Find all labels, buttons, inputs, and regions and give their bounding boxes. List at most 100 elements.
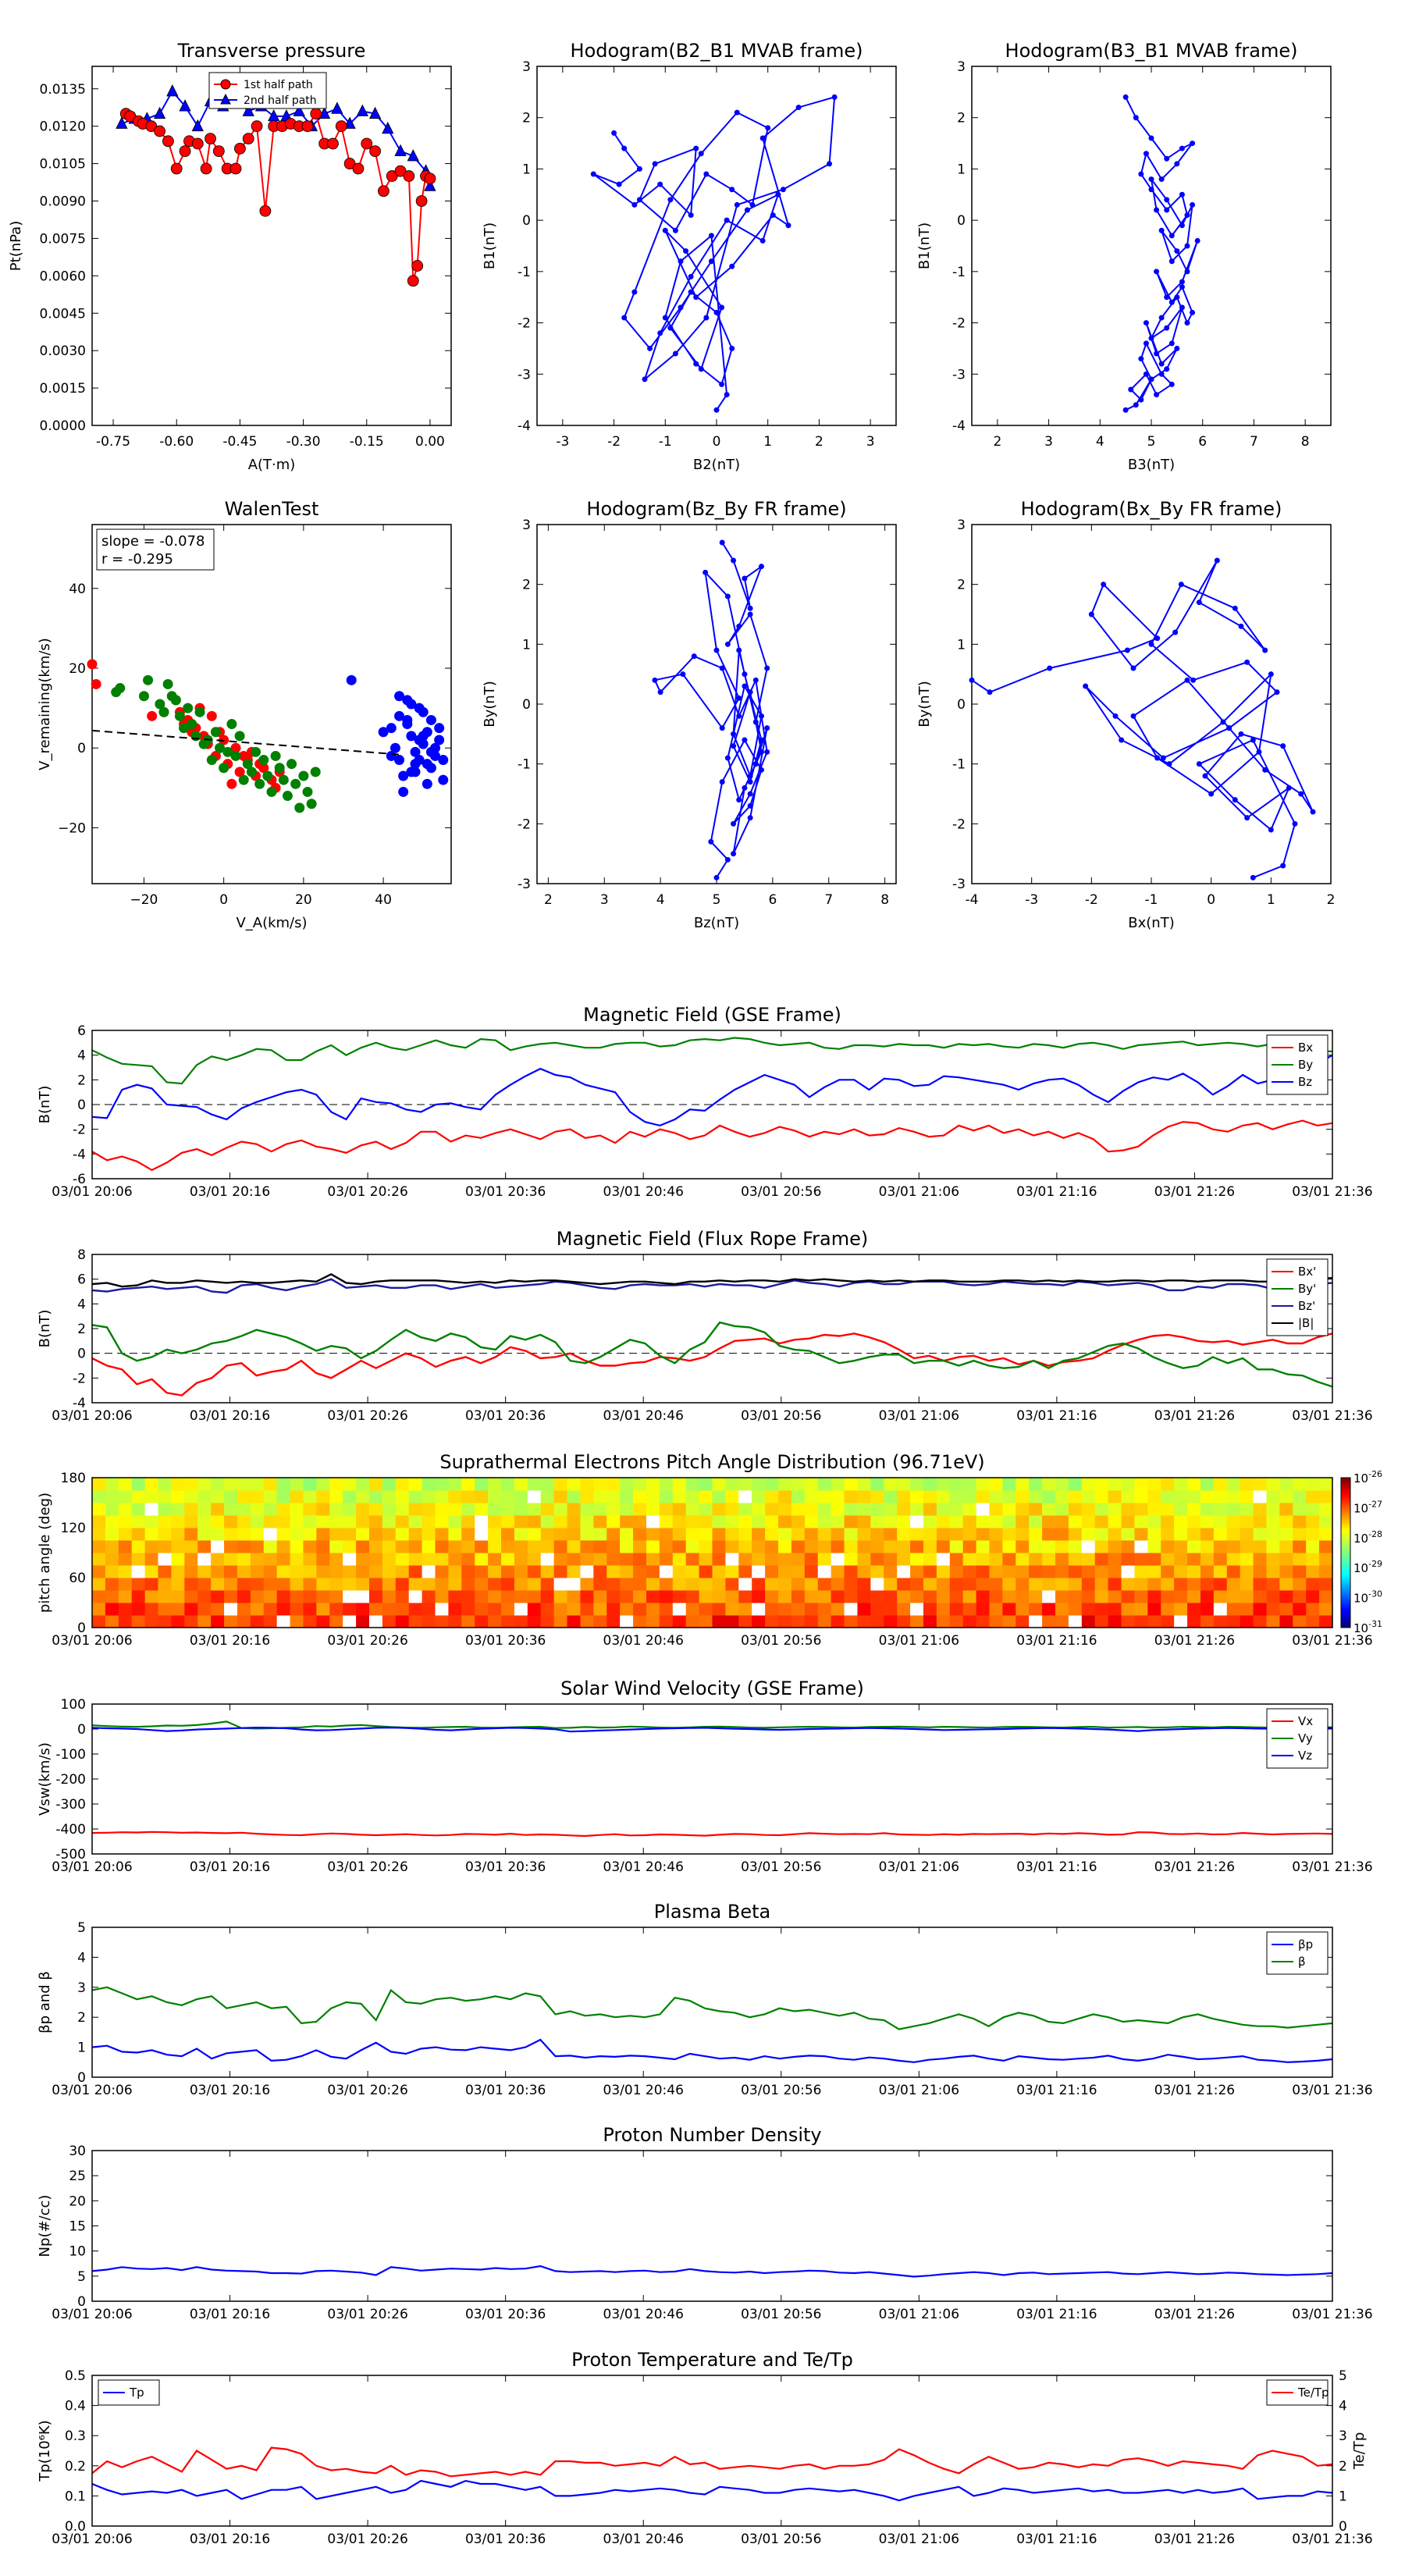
heatmap-cell <box>765 1503 779 1516</box>
heatmap-cell <box>606 1490 621 1503</box>
series-line-βp <box>91 2038 1333 2063</box>
y-tick-label: -3 <box>952 877 966 892</box>
hodogram-point <box>1148 187 1154 193</box>
hodogram-point <box>719 779 725 785</box>
heatmap-cell <box>250 1490 265 1503</box>
series-line-Bx <box>91 1119 1333 1172</box>
hodogram-point <box>713 874 720 881</box>
heatmap-cell <box>553 1478 568 1491</box>
hodogram-point <box>1178 582 1184 588</box>
heatmap-cell <box>1293 1565 1307 1578</box>
heatmap-cell <box>646 1515 660 1528</box>
legend-label: Vx <box>1298 1714 1313 1728</box>
series-line-Bz' <box>91 1278 1333 1294</box>
heatmap-cell <box>184 1540 198 1553</box>
heatmap-cell <box>368 1540 383 1553</box>
heatmap-cell <box>804 1515 819 1528</box>
heatmap-cell <box>197 1478 212 1491</box>
heatmap-cell <box>290 1553 304 1566</box>
y-right-tick-label: 4 <box>1339 2399 1347 2414</box>
heatmap-cell <box>672 1515 687 1528</box>
heatmap-cell <box>1240 1490 1254 1503</box>
heatmap-cell <box>1042 1603 1056 1616</box>
heatmap-cell <box>685 1553 700 1566</box>
heatmap-cell <box>408 1515 423 1528</box>
walen-point-green <box>266 786 277 797</box>
heatmap-cell <box>395 1478 410 1491</box>
heatmap-cell <box>250 1565 265 1578</box>
heatmap-cell <box>144 1478 159 1491</box>
heatmap-cell <box>1016 1565 1030 1578</box>
hodogram-point <box>1196 600 1202 606</box>
heatmap-cell <box>131 1515 146 1528</box>
walen-point-red <box>206 710 217 721</box>
heatmap-cell <box>448 1540 462 1553</box>
colorbar-segment <box>1341 1507 1350 1511</box>
heatmap-cell <box>606 1553 621 1566</box>
heatmap-cell <box>897 1578 911 1591</box>
heatmap-cell <box>923 1578 937 1591</box>
legend-box <box>1266 1931 1329 1975</box>
heatmap-cell <box>646 1503 660 1516</box>
heatmap-cell <box>1187 1540 1201 1553</box>
y-tick-label: 3 <box>957 518 966 533</box>
heatmap-cell <box>685 1578 700 1591</box>
heatmap-cell <box>527 1578 542 1591</box>
series-line-Vy <box>91 1720 1333 1730</box>
heatmap-cell <box>184 1478 198 1491</box>
heatmap-cell <box>1081 1553 1096 1566</box>
colorbar-segment <box>1341 1482 1350 1486</box>
colorbar-tick-label: 10-30 <box>1353 1589 1382 1606</box>
heatmap-cell <box>1319 1490 1333 1503</box>
hodogram-point <box>590 171 596 177</box>
data-point-1st-half <box>411 260 424 272</box>
hodogram-path <box>1125 96 1199 411</box>
heatmap-cell <box>1240 1578 1254 1591</box>
heatmap-cell <box>844 1503 858 1516</box>
y-tick-label: 20 <box>69 2194 86 2209</box>
heatmap-cell <box>1253 1553 1267 1566</box>
data-point-2nd-half <box>368 106 382 119</box>
y-tick-label: −20 <box>58 820 86 836</box>
heatmap-cell <box>368 1615 383 1628</box>
heatmap-cell <box>250 1515 265 1528</box>
heatmap-cell <box>817 1490 832 1503</box>
panel-title: WalenTest <box>225 498 319 520</box>
time-tick-label: 03/01 21:36 <box>1292 2532 1372 2547</box>
walen-point-green <box>306 799 317 809</box>
heatmap-cell <box>949 1503 964 1516</box>
data-point-1st-half <box>124 110 137 123</box>
heatmap-cell <box>567 1553 581 1566</box>
heatmap-cell <box>329 1578 343 1591</box>
colorbar-segment <box>1341 1570 1350 1574</box>
heatmap-cell <box>1174 1528 1188 1541</box>
hodogram-point <box>657 689 663 696</box>
heatmap-cell <box>422 1565 436 1578</box>
heatmap-cell <box>699 1565 713 1578</box>
heatmap-cell <box>422 1515 436 1528</box>
heatmap-cell <box>778 1503 792 1516</box>
walen-point-red <box>238 750 249 761</box>
heatmap-cell <box>263 1478 278 1491</box>
heatmap-cell <box>197 1553 212 1566</box>
heatmap-cell <box>593 1478 607 1491</box>
heatmap-cell <box>395 1540 410 1553</box>
heatmap-cell <box>1121 1615 1135 1628</box>
y-axis-label: pitch angle (deg) <box>37 1493 53 1613</box>
heatmap-cell <box>237 1490 251 1503</box>
walen-point-red <box>87 659 98 670</box>
heatmap-cell <box>844 1590 858 1603</box>
heatmap-cell <box>831 1565 845 1578</box>
time-tick-label: 03/01 20:26 <box>327 2532 407 2547</box>
hodogram-point <box>1268 827 1274 833</box>
heatmap-cell <box>910 1528 924 1541</box>
x-tick-label: -1 <box>1145 892 1158 908</box>
colorbar-segment <box>1341 1615 1350 1618</box>
heatmap-cell <box>461 1553 475 1566</box>
heatmap-cell <box>1108 1603 1122 1616</box>
walen-point-blue <box>418 731 429 742</box>
heatmap-cell <box>250 1553 265 1566</box>
heatmap-cell <box>1094 1503 1109 1516</box>
heatmap-cell <box>870 1503 884 1516</box>
heatmap-cell <box>884 1528 898 1541</box>
